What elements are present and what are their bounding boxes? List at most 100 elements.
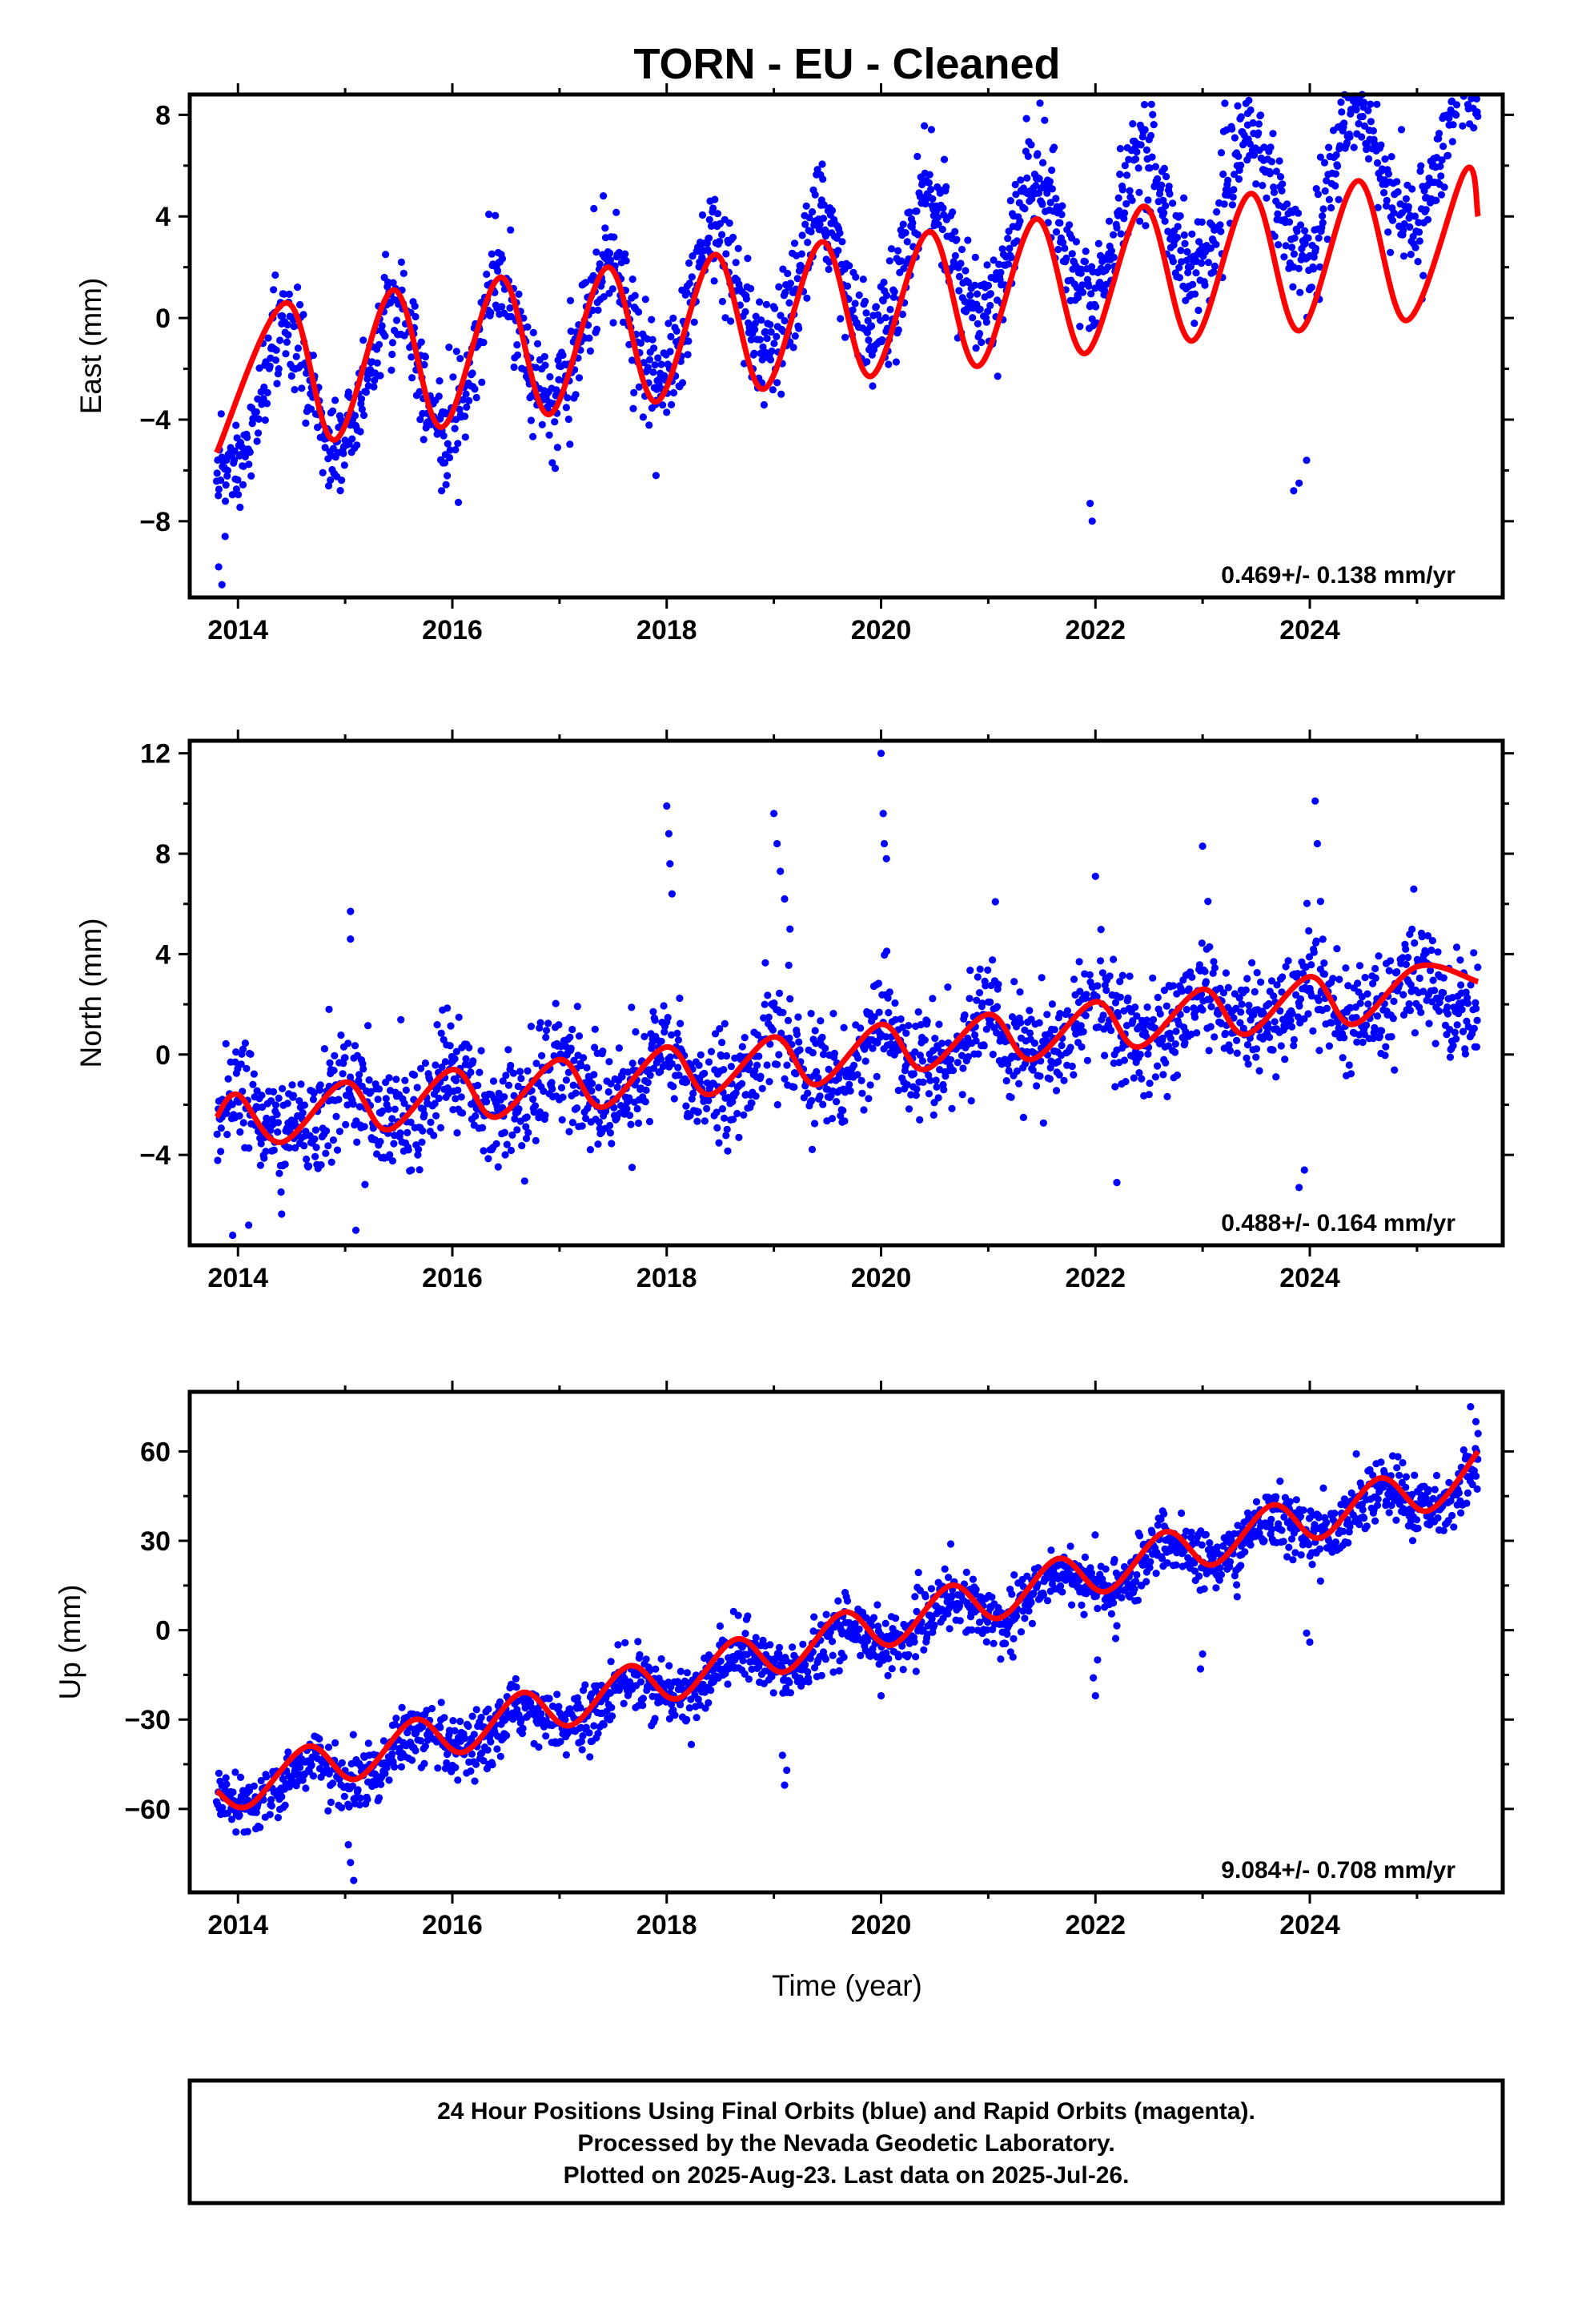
- data-point: [926, 171, 934, 179]
- outlier-point: [1295, 479, 1303, 487]
- data-point: [215, 485, 223, 493]
- data-point: [1323, 235, 1331, 243]
- data-point: [228, 491, 236, 499]
- data-point: [767, 328, 775, 336]
- data-point: [1338, 108, 1346, 116]
- outlier-point: [347, 907, 355, 915]
- data-point: [1163, 1092, 1171, 1100]
- data-point: [668, 1059, 676, 1068]
- data-point: [327, 1798, 335, 1807]
- data-point: [1043, 1011, 1051, 1019]
- data-point: [382, 251, 390, 259]
- data-point: [465, 1043, 473, 1051]
- data-point: [1315, 1047, 1323, 1055]
- data-point: [761, 328, 769, 336]
- data-point: [819, 1100, 827, 1108]
- data-point: [865, 1095, 873, 1103]
- data-point: [1332, 151, 1340, 159]
- data-point: [407, 1118, 415, 1126]
- data-point: [882, 1033, 890, 1041]
- data-point: [1169, 982, 1177, 990]
- data-point: [768, 347, 776, 356]
- data-point: [340, 461, 348, 469]
- data-point: [641, 1098, 649, 1106]
- data-point: [1094, 982, 1102, 990]
- data-point: [989, 1051, 997, 1059]
- data-point: [683, 1669, 692, 1677]
- data-point: [591, 1043, 599, 1051]
- data-point: [744, 255, 752, 263]
- data-point: [357, 395, 366, 403]
- data-point: [1181, 1039, 1189, 1047]
- data-point: [1259, 182, 1267, 190]
- outlier-point: [1086, 500, 1094, 508]
- outlier-point: [325, 1005, 333, 1013]
- data-point: [545, 1695, 553, 1703]
- data-point: [925, 1090, 933, 1098]
- data-point: [976, 965, 984, 973]
- data-point: [883, 947, 891, 955]
- data-point: [1066, 1043, 1074, 1051]
- data-point: [857, 1024, 865, 1032]
- data-point: [488, 1761, 496, 1769]
- data-point: [1160, 209, 1168, 217]
- data-point: [765, 1078, 773, 1086]
- data-point: [1002, 1077, 1010, 1085]
- data-point: [1107, 247, 1115, 255]
- data-point: [777, 1029, 785, 1037]
- data-point: [1195, 961, 1203, 969]
- data-point: [1288, 1010, 1296, 1018]
- data-point: [723, 1125, 731, 1133]
- data-point: [379, 1107, 387, 1115]
- data-point: [1111, 1083, 1119, 1091]
- data-point: [1340, 1034, 1348, 1042]
- data-point: [858, 1089, 866, 1097]
- data-point: [535, 1743, 543, 1751]
- data-point: [580, 1054, 588, 1062]
- data-point: [894, 247, 902, 255]
- data-point: [435, 392, 443, 400]
- data-point: [646, 1072, 654, 1080]
- data-point: [1363, 990, 1371, 998]
- data-point: [219, 1803, 227, 1811]
- data-point: [433, 1021, 441, 1029]
- data-point: [660, 1002, 668, 1010]
- rate-annotation: 0.469+/- 0.138 mm/yr: [1221, 562, 1456, 589]
- data-point: [1140, 101, 1149, 109]
- data-point: [1269, 130, 1277, 138]
- data-point: [344, 1039, 352, 1047]
- data-point: [606, 1129, 615, 1137]
- data-point: [1149, 1015, 1158, 1023]
- data-point: [542, 1033, 550, 1041]
- data-points: [212, 90, 1482, 589]
- data-point: [1385, 967, 1393, 975]
- data-point: [1307, 961, 1315, 969]
- data-point: [1220, 200, 1228, 208]
- data-point: [324, 482, 333, 490]
- data-point: [1320, 970, 1329, 978]
- data-point: [718, 297, 727, 306]
- data-point: [1439, 974, 1447, 982]
- data-point: [688, 273, 696, 281]
- data-point: [759, 343, 767, 351]
- data-point: [1311, 244, 1320, 252]
- data-point: [1443, 151, 1452, 159]
- data-point: [570, 1056, 578, 1064]
- data-point: [419, 1127, 427, 1135]
- data-point: [697, 1051, 705, 1059]
- data-point: [973, 290, 982, 298]
- data-point: [520, 1177, 528, 1185]
- data-point: [1255, 120, 1263, 128]
- data-point: [913, 231, 922, 239]
- data-point: [729, 233, 737, 241]
- data-point: [627, 1120, 635, 1128]
- data-point: [568, 1119, 577, 1127]
- data-point: [948, 1104, 956, 1112]
- data-point: [1393, 968, 1401, 976]
- data-point: [880, 278, 888, 287]
- data-point: [1191, 320, 1199, 328]
- data-point: [1137, 141, 1145, 149]
- data-point: [359, 411, 368, 420]
- data-point: [356, 428, 364, 436]
